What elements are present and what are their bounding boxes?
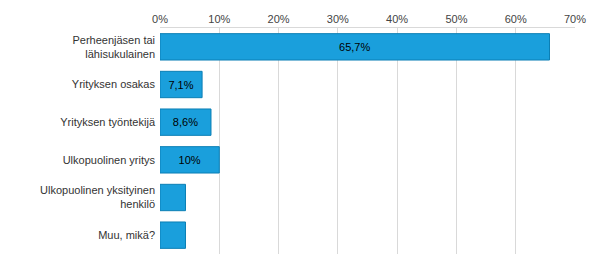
svg-text:65,7%: 65,7% <box>339 41 370 53</box>
svg-text:30%: 30% <box>327 13 349 25</box>
svg-text:8,6%: 8,6% <box>173 116 198 128</box>
svg-text:Yrityksen osakas: Yrityksen osakas <box>72 78 156 90</box>
svg-text:Muu, mikä?: Muu, mikä? <box>98 229 155 241</box>
svg-text:60%: 60% <box>505 13 527 25</box>
svg-text:Ulkopuolinen yksityinenhenkilö: Ulkopuolinen yksityinenhenkilö <box>40 184 155 210</box>
svg-text:0%: 0% <box>152 13 168 25</box>
svg-text:Ulkopuolinen yritys: Ulkopuolinen yritys <box>63 154 156 166</box>
svg-text:Yrityksen työntekijä: Yrityksen työntekijä <box>60 116 156 128</box>
svg-text:10%: 10% <box>179 154 201 166</box>
svg-text:70%: 70% <box>564 13 586 25</box>
svg-text:7,1%: 7,1% <box>168 79 193 91</box>
svg-text:20%: 20% <box>268 13 290 25</box>
svg-text:50%: 50% <box>445 13 467 25</box>
svg-text:40%: 40% <box>386 13 408 25</box>
svg-text:10%: 10% <box>208 13 230 25</box>
svg-text:Perheenjäsen tailähisukulainen: Perheenjäsen tailähisukulainen <box>72 34 155 60</box>
